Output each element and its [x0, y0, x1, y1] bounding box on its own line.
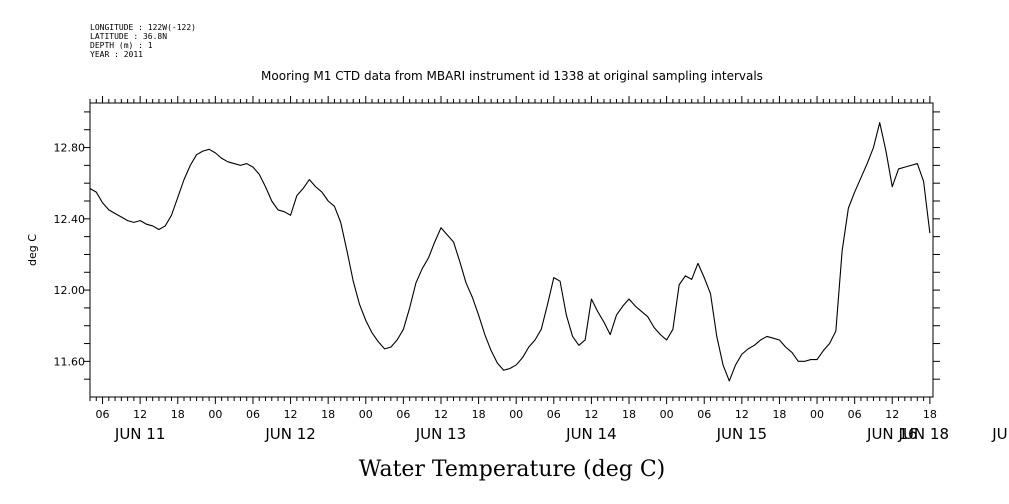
x-hour-label: 06	[396, 408, 410, 421]
x-hour-label: 12	[735, 408, 749, 421]
x-hour-label: 18	[772, 408, 786, 421]
x-day-label: JUN 16	[866, 425, 917, 443]
x-hour-label: 00	[660, 408, 674, 421]
x-hour-label: 00	[810, 408, 824, 421]
chart-title: Mooring M1 CTD data from MBARI instrumen…	[261, 69, 763, 83]
x-axis-title: Water Temperature (deg C)	[359, 457, 666, 482]
x-hour-label: 12	[133, 408, 147, 421]
x-hour-label: 06	[848, 408, 862, 421]
x-hour-label: 18	[321, 408, 335, 421]
x-day-label: JUN 12	[264, 425, 315, 443]
latitude-label: LATITUDE : 36.8N	[90, 32, 167, 41]
x-day-label: JUN 18	[898, 425, 949, 443]
depth-label: DEPTH (m) : 1	[90, 41, 153, 50]
x-day-label: JUN 17	[991, 425, 1009, 443]
x-day-label: JUN 15	[716, 425, 767, 443]
x-hour-label: 18	[171, 408, 185, 421]
y-tick-labels: 11.60 12.00 12.40 12.80	[54, 142, 86, 369]
axis-ticks	[84, 96, 940, 404]
x-hour-label: 12	[885, 408, 899, 421]
x-hour-label: 12	[284, 408, 298, 421]
x-hour-label: 18	[472, 408, 486, 421]
y-tick-label: 12.80	[54, 142, 86, 155]
x-hour-label: 00	[509, 408, 523, 421]
series-group	[89, 122, 931, 382]
x-hour-label: 12	[434, 408, 448, 421]
x-hour-label: 06	[547, 408, 561, 421]
plot-frame	[89, 102, 934, 398]
x-hour-label: 12	[584, 408, 598, 421]
header-info: LONGITUDE : 122W(-122) LATITUDE : 36.8N …	[90, 23, 196, 59]
x-hour-label: 06	[697, 408, 711, 421]
x-hour-label: 06	[96, 408, 110, 421]
year-label: YEAR : 2011	[90, 50, 143, 59]
x-day-label: JUN 11	[114, 425, 165, 443]
x-hour-label: 06	[246, 408, 260, 421]
x-day-label: JUN 14	[565, 425, 616, 443]
x-hour-label: 00	[208, 408, 222, 421]
y-tick-label: 11.60	[54, 355, 86, 368]
y-tick-label: 12.40	[54, 213, 86, 226]
x-hour-labels: 06 12 18 00 06 12 18 00 06 12 18 00 06 12 18 00 06 12 18 00…	[96, 408, 937, 421]
x-hour-label: 18	[923, 408, 937, 421]
x-hour-label: 18	[622, 408, 636, 421]
y-axis-label: deg C	[26, 234, 39, 266]
y-tick-label: 12.00	[54, 284, 86, 297]
longitude-label: LONGITUDE : 122W(-122)	[90, 23, 196, 32]
series-line	[89, 122, 931, 382]
x-day-label: JUN 13	[415, 425, 466, 443]
x-hour-label: 00	[359, 408, 373, 421]
